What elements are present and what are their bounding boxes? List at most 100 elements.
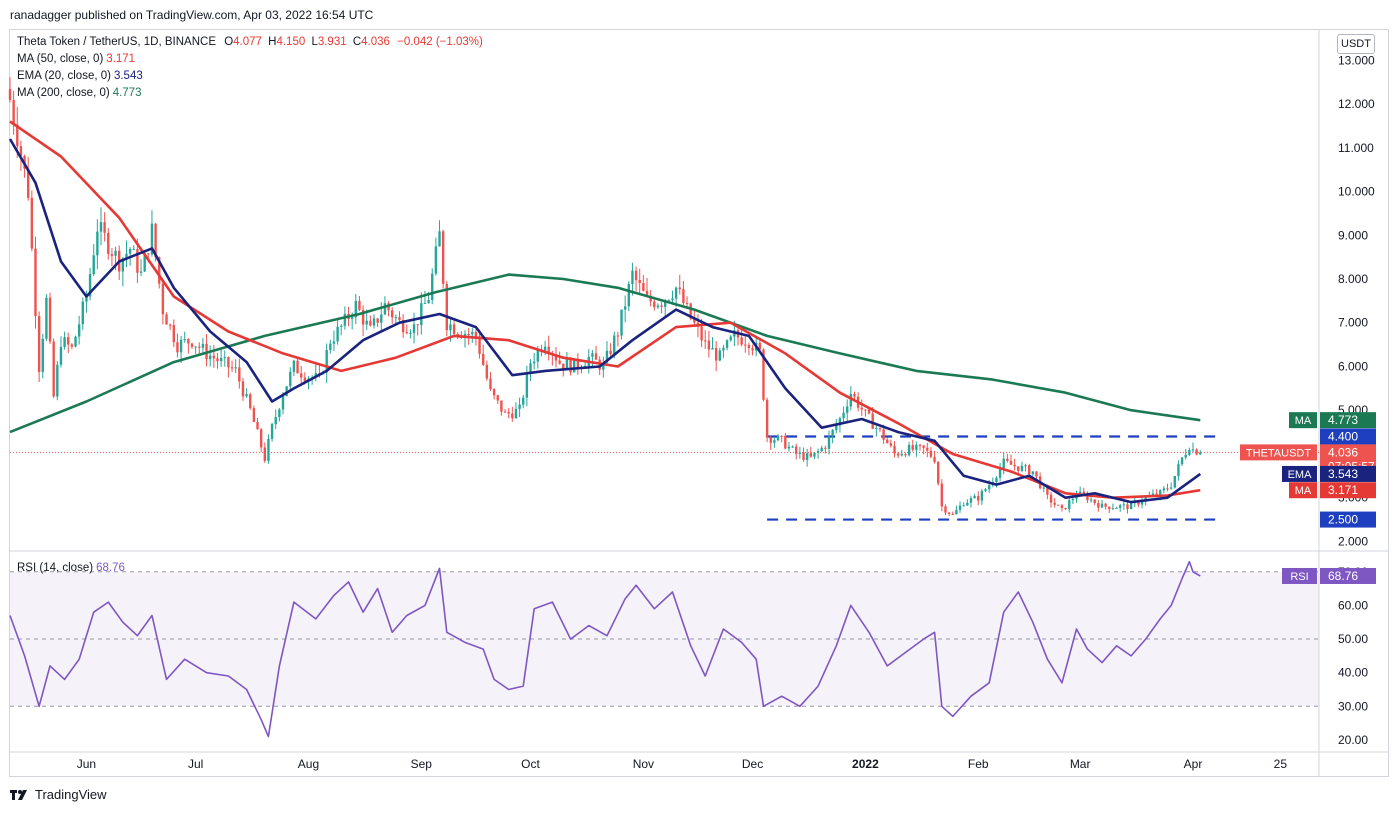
candle-body: [252, 408, 256, 422]
candle-body: [649, 295, 652, 302]
legend-low: 3.931: [317, 36, 347, 48]
candle: [980, 488, 984, 505]
candle-body: [492, 389, 496, 396]
candle: [99, 207, 103, 246]
candle: [307, 376, 310, 390]
candle-body: [325, 349, 328, 373]
candle-body: [12, 99, 15, 125]
candle-body: [765, 399, 769, 438]
tradingview-footer[interactable]: TradingView: [10, 787, 107, 802]
candle-body: [725, 340, 729, 348]
candle: [201, 337, 205, 353]
candle: [751, 344, 754, 356]
candle: [278, 408, 281, 422]
candle-body: [674, 287, 678, 299]
candle: [92, 244, 95, 277]
candle-body: [27, 168, 30, 198]
candle-body: [1013, 464, 1016, 467]
candle-body: [536, 349, 539, 362]
candle-body: [136, 249, 139, 273]
candle-body: [1155, 493, 1158, 496]
candle-body: [893, 445, 896, 454]
candle-body: [947, 512, 951, 514]
candle: [1140, 497, 1144, 509]
legend-high-label: H: [268, 36, 277, 48]
candle: [893, 441, 896, 458]
candle-body: [358, 300, 361, 310]
candle: [973, 493, 976, 499]
candle: [878, 427, 882, 432]
candle-body: [1100, 503, 1104, 508]
tag-rsi-value-box: [1320, 567, 1376, 584]
candle-body: [103, 222, 106, 233]
candle: [969, 495, 973, 508]
candle-body: [1104, 503, 1107, 507]
candle-body: [889, 443, 893, 446]
candle-body: [1093, 499, 1096, 504]
candle-body: [409, 332, 412, 334]
candle: [416, 324, 419, 336]
candle-body: [937, 462, 940, 484]
candle: [558, 351, 561, 365]
candle-body: [645, 290, 649, 296]
time-tick-label: 25: [1274, 757, 1288, 771]
tag-support-value-box: [1320, 511, 1376, 528]
candle-body: [467, 334, 470, 336]
candle-body: [30, 197, 34, 249]
tag-ema20-value-box: [1320, 465, 1376, 482]
candle: [886, 437, 889, 444]
candle: [121, 257, 125, 287]
candle: [773, 437, 776, 448]
candle: [1180, 457, 1184, 467]
candle-body: [179, 339, 183, 353]
candle-body: [88, 274, 92, 297]
candle: [1024, 463, 1027, 472]
candle-body: [380, 314, 383, 323]
chart-frame[interactable]: [9, 29, 1389, 777]
candle: [8, 77, 12, 103]
candle-body: [1097, 503, 1100, 508]
tag-rsi-name: RSI: [1290, 571, 1308, 583]
candle-body: [849, 393, 853, 407]
candle: [292, 359, 296, 377]
candle: [798, 446, 802, 459]
candle-body: [81, 301, 84, 325]
candle-body: [256, 421, 259, 430]
candle-body: [1180, 457, 1184, 465]
currency-unit-button[interactable]: USDT: [1337, 34, 1375, 54]
candle: [325, 343, 328, 384]
tag-ma200-value: 4.773: [1328, 413, 1358, 427]
legend-symbol: Theta Token / TetherUS, 1D, BINANCE O4.0…: [17, 36, 483, 48]
candle-body: [1111, 508, 1115, 510]
candle: [824, 445, 827, 454]
candle-body: [896, 453, 900, 456]
candle-body: [1199, 452, 1202, 455]
candle-body: [613, 335, 616, 354]
candle-body: [565, 358, 569, 369]
price-tick-label: 13.000: [1338, 53, 1375, 67]
time-tick-label: Mar: [1070, 757, 1091, 771]
candle: [864, 409, 867, 417]
candle-body: [1006, 458, 1009, 462]
price-tick-label: 7.000: [1338, 316, 1368, 330]
candle: [525, 365, 529, 407]
candle-body: [158, 257, 161, 284]
candle: [110, 248, 114, 267]
candle-body: [769, 437, 772, 443]
candle: [631, 262, 634, 296]
candle: [816, 448, 820, 459]
candle: [452, 320, 456, 335]
candle: [27, 156, 30, 201]
candle-body: [234, 367, 237, 369]
candle-body: [915, 444, 918, 450]
candle-body: [511, 413, 514, 419]
candle: [59, 336, 63, 368]
candle-body: [67, 337, 70, 345]
candle-body: [653, 301, 656, 308]
candle-body: [740, 337, 743, 345]
candle: [627, 281, 630, 312]
candle-body: [522, 397, 525, 405]
candle-body: [452, 324, 456, 334]
candle: [827, 430, 831, 455]
